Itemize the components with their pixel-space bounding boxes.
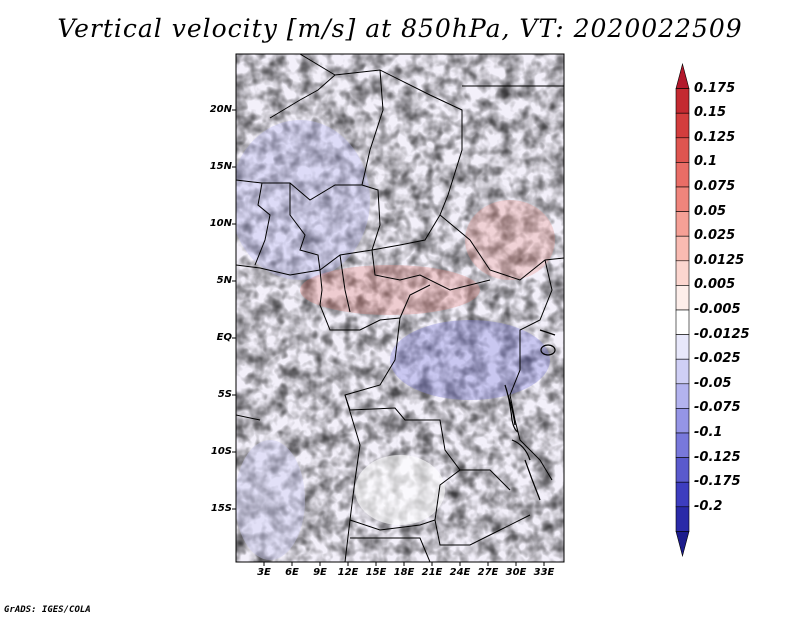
lon-label: 27E xyxy=(477,567,499,578)
map-title: Vertical velocity [m/s] at 850hPa, VT: 2… xyxy=(57,14,743,43)
colorbar-segment xyxy=(675,358,690,385)
lat-label: 15N xyxy=(209,161,232,172)
colorbar-label: 0.05 xyxy=(694,203,727,219)
colorbar-label: -0.125 xyxy=(694,449,741,465)
colorbar-segment xyxy=(675,285,690,311)
colorbar-segment xyxy=(675,88,690,114)
colorbar-label: -0.1 xyxy=(694,425,723,440)
colorbar-segment xyxy=(675,457,690,483)
lon-label: 6E xyxy=(285,567,299,578)
colorbar-label: -0.175 xyxy=(694,474,741,490)
lon-label: 24E xyxy=(449,567,471,578)
colorbar-label: 0.025 xyxy=(694,228,736,244)
country-borders xyxy=(236,54,564,562)
colorbar-label: -0.005 xyxy=(694,302,741,317)
colorbar-segment xyxy=(675,112,690,139)
lon-label: 18E xyxy=(393,567,415,578)
lat-label: 20N xyxy=(209,104,232,115)
colorbar-segment xyxy=(675,235,690,262)
colorbar-segment xyxy=(675,186,690,212)
colorbar-segment xyxy=(675,506,690,532)
lakes xyxy=(504,329,556,501)
lat-label: 5N xyxy=(216,275,232,286)
colorbar-segment xyxy=(675,260,690,286)
colorbar-segment xyxy=(675,211,690,237)
colorbar-label: 0.1 xyxy=(694,154,718,170)
colorbar-segment xyxy=(675,309,690,335)
lon-label: 9E xyxy=(313,567,327,578)
lat-label: EQ xyxy=(216,332,232,343)
colorbar-segment xyxy=(675,62,690,89)
colorbar-label: 0.15 xyxy=(694,105,727,121)
colorbar-segment xyxy=(675,162,690,188)
lon-label: 12E xyxy=(337,567,359,578)
colorbar-label: -0.075 xyxy=(694,400,741,416)
lat-label: 15S xyxy=(210,503,232,514)
lat-label: 10S xyxy=(210,446,232,457)
colorbar-segment xyxy=(675,531,690,558)
colorbar xyxy=(675,62,690,558)
lon-label: 3E xyxy=(257,567,271,578)
lon-label: 15E xyxy=(365,567,387,578)
colorbar-segment xyxy=(675,481,690,508)
axis-ticks xyxy=(232,109,545,566)
lat-label: 5S xyxy=(217,389,232,400)
colorbar-segment xyxy=(675,432,690,458)
colorbar-label: -0.0125 xyxy=(694,326,750,342)
colorbar-segment xyxy=(675,408,690,434)
colorbar-label: 0.005 xyxy=(694,277,736,293)
lon-label: 21E xyxy=(421,567,443,578)
colorbar-label: 0.075 xyxy=(694,179,736,194)
colorbar-label: 0.125 xyxy=(694,129,736,145)
colorbar-label: -0.2 xyxy=(694,498,723,514)
lon-label: 33E xyxy=(533,567,555,578)
colorbar-label: -0.05 xyxy=(694,375,732,391)
lon-label: 30E xyxy=(505,567,527,578)
credit-text: GrADS: IGES/COLA xyxy=(4,605,91,615)
velocity-field xyxy=(236,54,564,562)
colorbar-segment xyxy=(675,334,690,360)
colorbar-label: 0.0125 xyxy=(694,252,745,268)
colorbar-label: -0.025 xyxy=(694,351,741,367)
colorbar-segment xyxy=(675,137,690,163)
lat-label: 10N xyxy=(209,218,232,229)
colorbar-label: 0.175 xyxy=(694,80,736,96)
colorbar-segment xyxy=(675,383,690,409)
plot-frame xyxy=(235,53,565,563)
